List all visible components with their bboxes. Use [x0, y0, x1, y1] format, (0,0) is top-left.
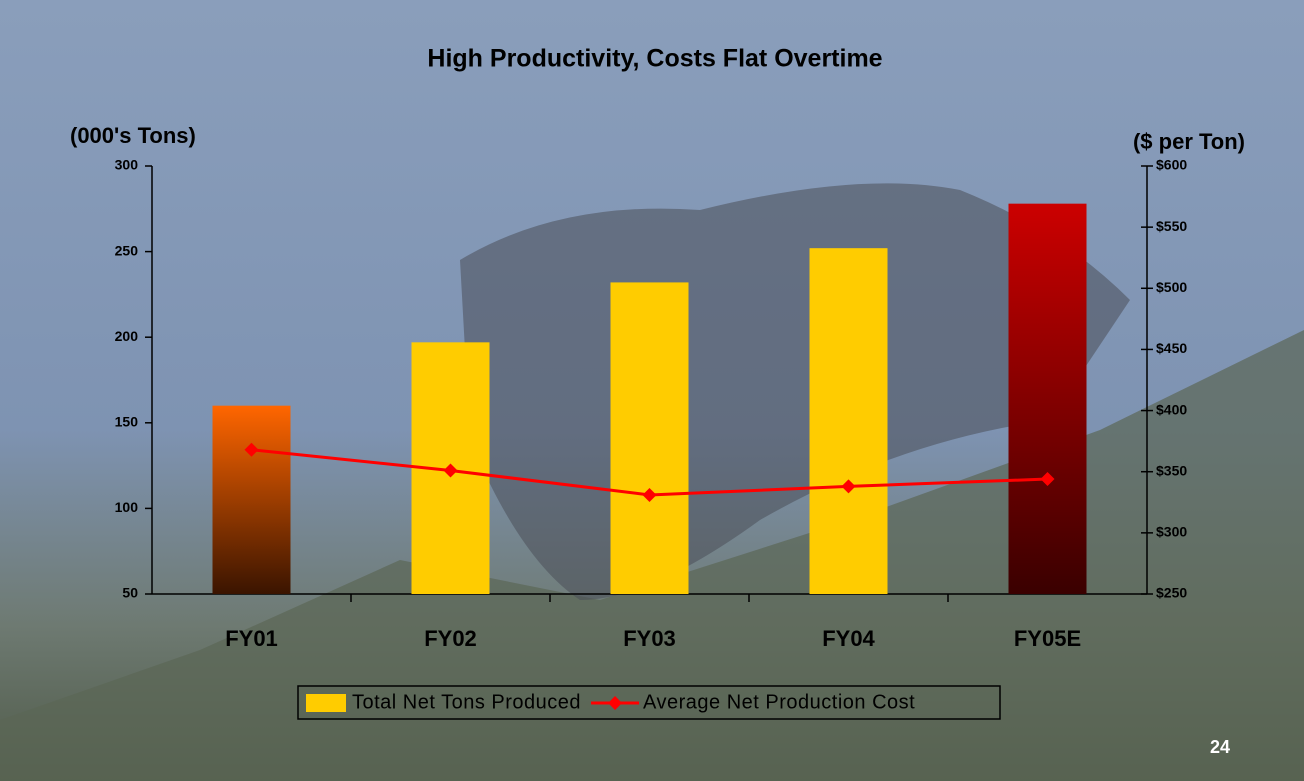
x-tick-label: FY02 — [424, 626, 477, 651]
bar — [610, 282, 689, 594]
y2-tick-label: $500 — [1156, 279, 1187, 295]
y-tick-label: 50 — [122, 585, 138, 601]
y2-tick-label: $600 — [1156, 157, 1187, 173]
x-tick-label: FY05E — [1014, 626, 1081, 651]
page-number: 24 — [1210, 737, 1230, 757]
y-tick-label: 150 — [115, 414, 139, 430]
bar — [212, 405, 291, 594]
line-marker — [841, 479, 856, 494]
x-tick-label: FY01 — [225, 626, 278, 651]
bar — [809, 248, 888, 594]
line-marker — [244, 442, 259, 457]
legend-swatch — [306, 694, 346, 712]
y-tick-label: 200 — [115, 328, 139, 344]
y-tick-label: 300 — [115, 157, 139, 173]
y2-tick-label: $350 — [1156, 462, 1187, 478]
legend-label: Total Net Tons Produced — [352, 691, 581, 713]
y2-tick-label: $250 — [1156, 585, 1187, 601]
line-marker — [642, 487, 657, 502]
x-tick-label: FY04 — [822, 626, 875, 651]
y-tick-label: 250 — [115, 242, 139, 258]
y-axis-title: (000's Tons) — [70, 123, 196, 148]
legend-label: Average Net Production Cost — [643, 691, 915, 713]
legend-box — [297, 685, 1001, 720]
chart-title: High Productivity, Costs Flat Overtime — [427, 45, 882, 73]
y2-axis-title: ($ per Ton) — [1133, 129, 1245, 154]
y-tick-label: 100 — [115, 499, 139, 515]
y2-tick-label: $400 — [1156, 401, 1187, 417]
line-marker — [1040, 472, 1055, 487]
y2-tick-label: $450 — [1156, 340, 1187, 356]
line-marker — [443, 463, 458, 478]
y2-tick-label: $300 — [1156, 524, 1187, 540]
mountain — [0, 330, 1304, 781]
legend-marker — [608, 696, 623, 710]
y2-tick-label: $550 — [1156, 218, 1187, 234]
bar — [1008, 203, 1087, 594]
x-tick-label: FY03 — [623, 626, 676, 651]
